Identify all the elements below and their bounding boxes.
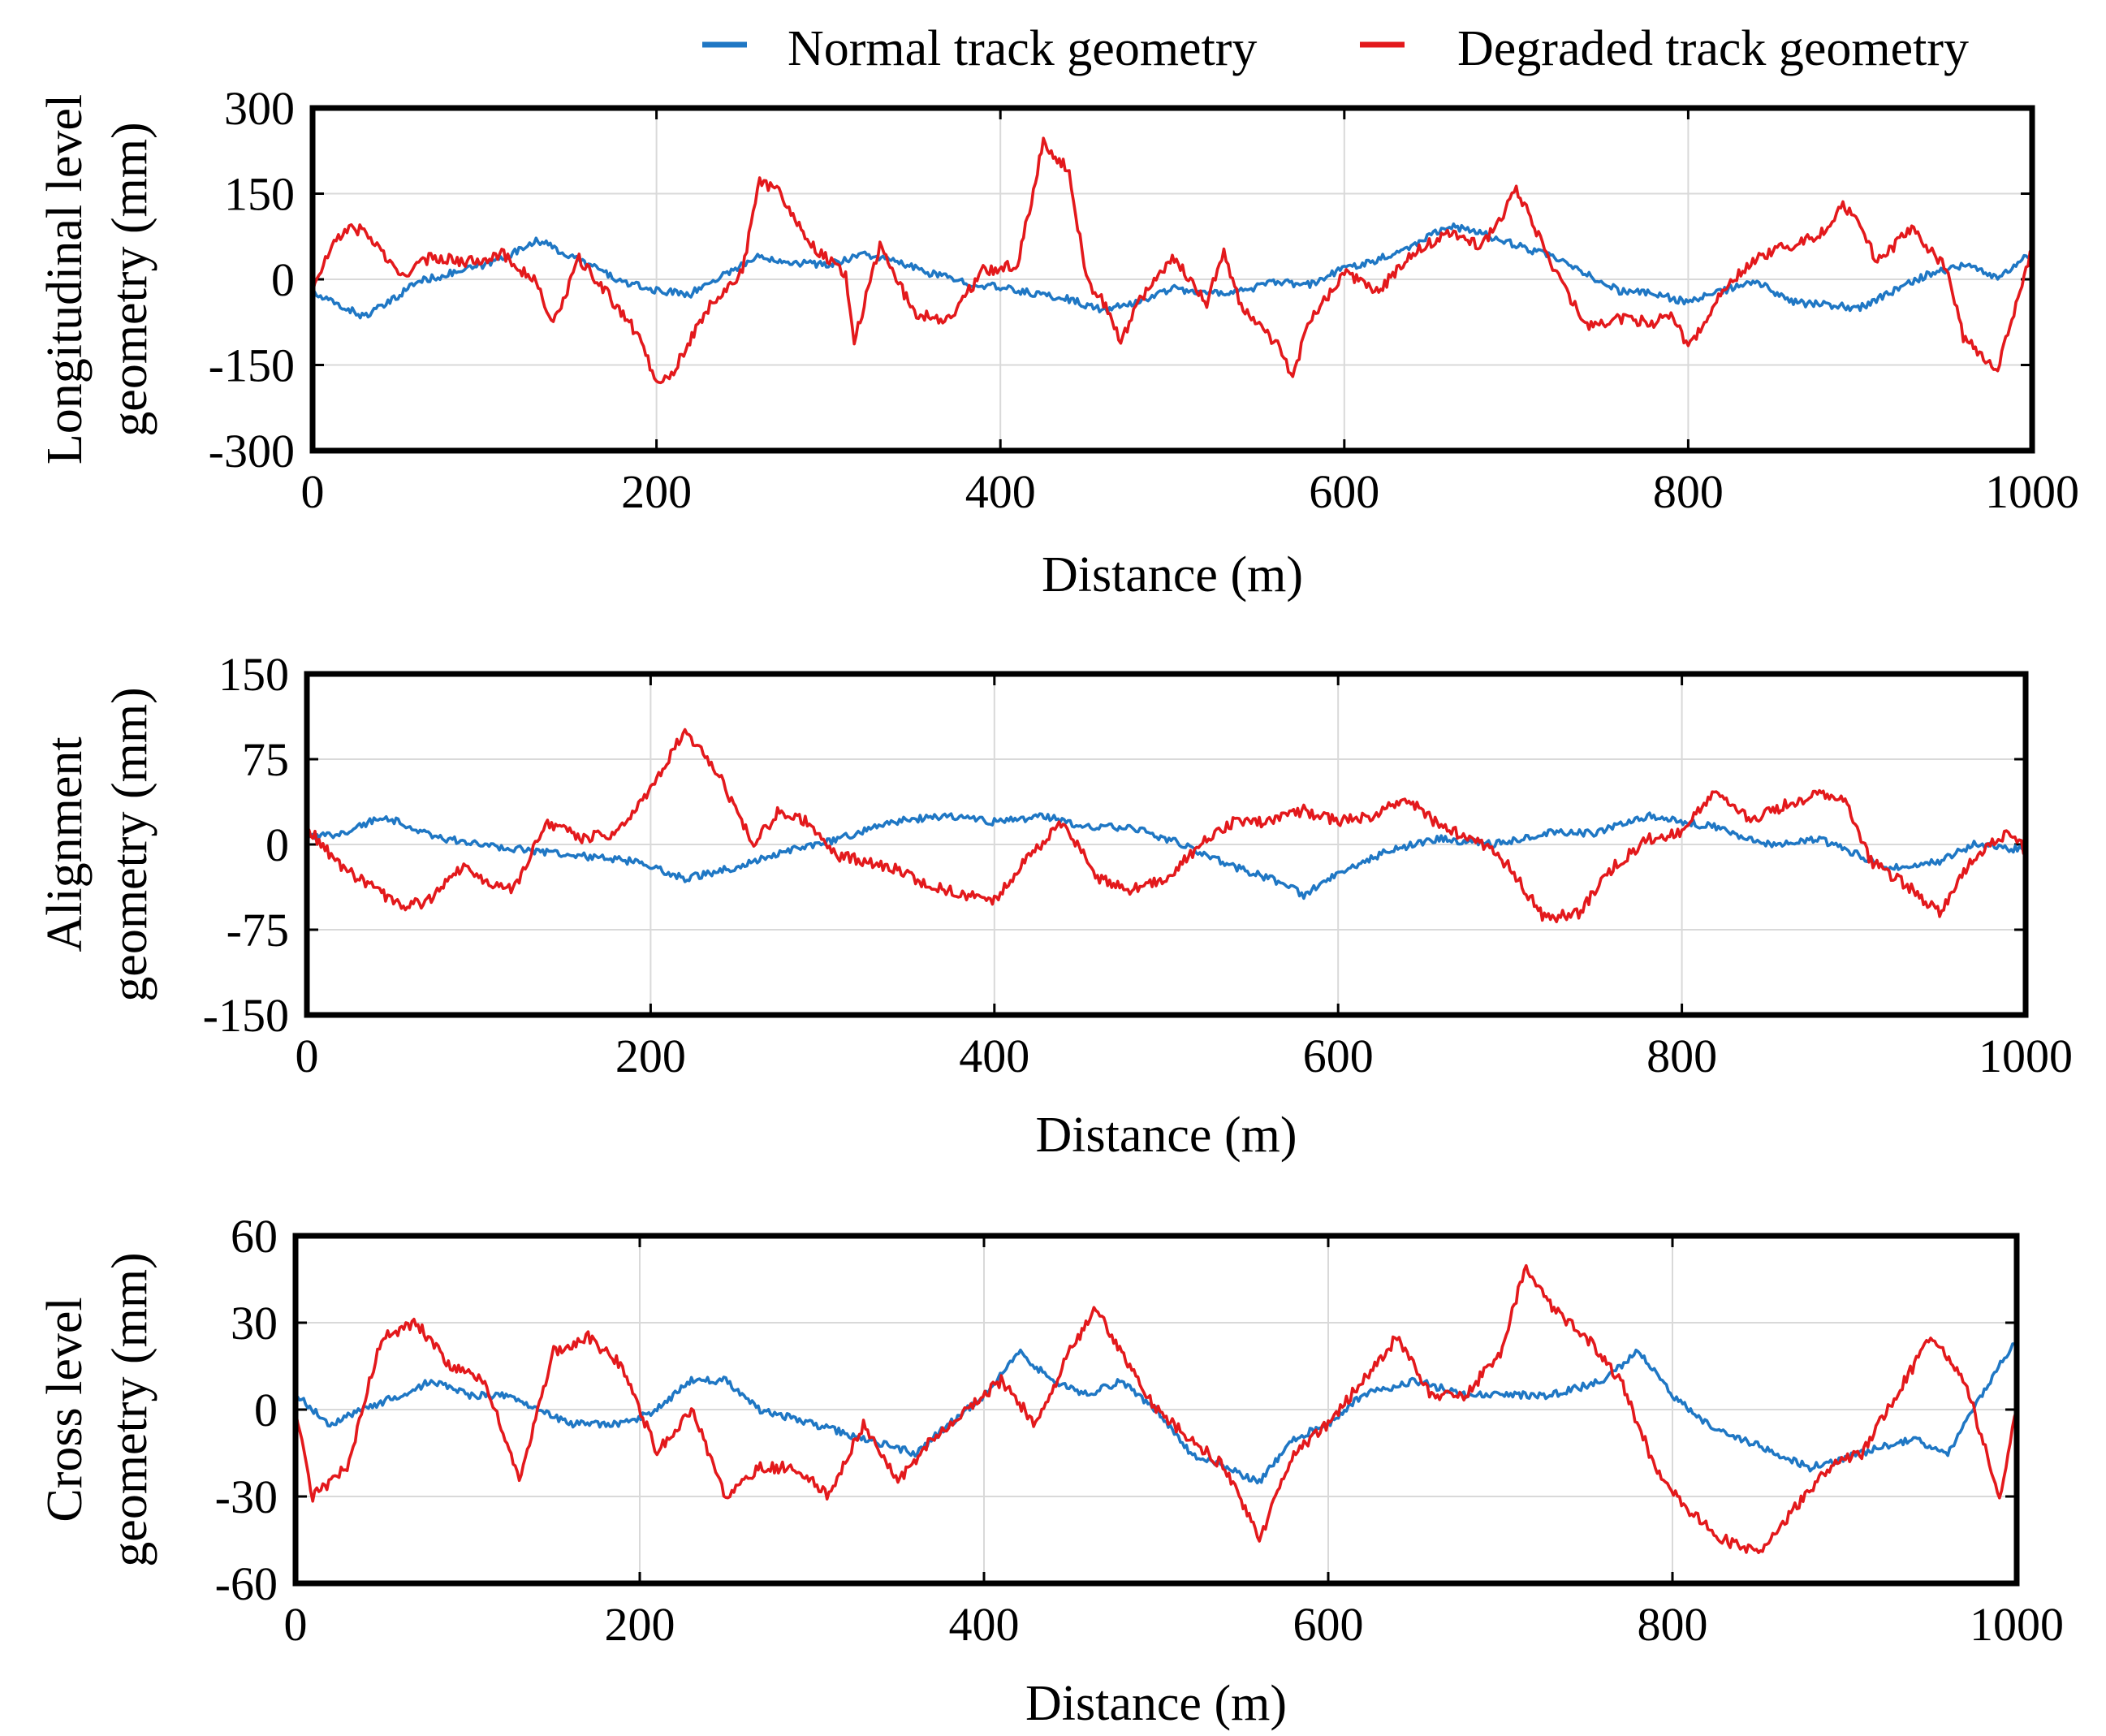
y-tick-label: 30	[231, 1297, 278, 1350]
y-tick-label: -150	[203, 989, 289, 1042]
x-tick-label: 1000	[1979, 1030, 2073, 1082]
y-tick-label: -150	[209, 339, 295, 392]
y-tick-label: -60	[215, 1557, 278, 1610]
x-tick-label: 0	[296, 1030, 319, 1082]
y-tick-label: -30	[215, 1470, 278, 1523]
legend: Normal track geometry Degraded track geo…	[702, 21, 1969, 76]
y-tick-label: -75	[227, 904, 289, 957]
x-tick-label: 600	[1309, 465, 1379, 518]
plot-frame	[304, 671, 2029, 1018]
y-axis-title-line1: Longitudinal level	[37, 94, 93, 464]
x-tick-label: 200	[615, 1030, 686, 1082]
y-tick-label: 0	[271, 253, 295, 306]
x-tick-label: 400	[965, 465, 1036, 518]
y-tick-label: 0	[265, 818, 289, 871]
x-tick-label: 0	[301, 465, 325, 518]
x-tick-label: 0	[284, 1598, 308, 1651]
y-axis-title-line1: Alignment	[37, 736, 93, 952]
x-tick-label: 1000	[1970, 1598, 2064, 1651]
x-tick-label: 800	[1638, 1598, 1708, 1651]
series-line-normal	[313, 222, 2032, 320]
x-tick-label: 600	[1293, 1598, 1364, 1651]
y-axis-title-line2: geometry (mm)	[102, 687, 158, 1001]
x-tick-label: 800	[1653, 465, 1724, 518]
legend-label-normal: Normal track geometry	[788, 21, 1257, 76]
y-axis-title-line2: geometry (mm)	[102, 122, 158, 436]
y-tick-label: 75	[242, 733, 289, 786]
x-axis-title: Distance (m)	[1042, 547, 1303, 602]
y-tick-label: -300	[209, 425, 295, 477]
y-axis-title-line2: geometry (mm)	[102, 1252, 158, 1566]
y-tick-label: 0	[254, 1384, 278, 1436]
y-tick-label: 60	[231, 1210, 278, 1263]
x-axis-title: Distance (m)	[1025, 1676, 1287, 1731]
x-tick-label: 1000	[1985, 465, 2079, 518]
y-tick-label: 150	[218, 648, 289, 701]
x-tick-label: 200	[605, 1598, 675, 1651]
x-axis-title: Distance (m)	[1036, 1108, 1297, 1163]
x-tick-label: 400	[949, 1598, 1020, 1651]
x-tick-label: 600	[1303, 1030, 1374, 1082]
y-tick-label: 300	[224, 82, 295, 135]
x-tick-label: 800	[1646, 1030, 1717, 1082]
plot-frame	[292, 1233, 2020, 1587]
series-line-degraded	[313, 136, 2032, 385]
y-tick-label: 150	[224, 168, 295, 221]
x-tick-label: 200	[621, 465, 692, 518]
plot-frame	[309, 105, 2035, 454]
series-line-normal	[307, 811, 2026, 900]
series-line-degraded	[296, 1263, 2017, 1554]
legend-label-degraded: Degraded track geometry	[1457, 21, 1969, 76]
chart-panel-3: 0 200 400 600 800 1000 60 30 0 -30 -60 Distance (m)…	[37, 1210, 2064, 1731]
y-axis-title-line1: Cross level	[37, 1297, 93, 1522]
chart-panel-2: 0 200 400 600 800 1000 150 75 0 -75 -150 Distance (…	[37, 648, 2073, 1163]
series-line-degraded	[307, 728, 2026, 923]
chart-panel-1: 0 200 400 600 800 1000 300 150 0 -150 -300 Distance…	[37, 82, 2079, 602]
x-tick-label: 400	[959, 1030, 1029, 1082]
